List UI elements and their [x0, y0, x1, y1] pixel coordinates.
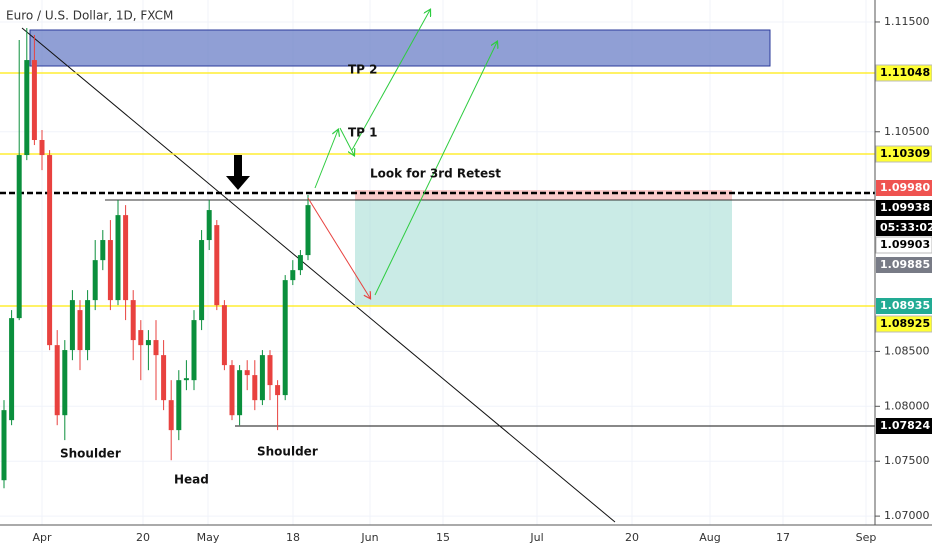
y-tick-label: 1.08000	[884, 399, 930, 412]
candle-body	[191, 320, 197, 381]
candle-body	[305, 205, 311, 256]
x-tick-label: 20	[625, 531, 639, 544]
candle-body	[16, 155, 22, 319]
price-marker	[875, 315, 932, 333]
candle-body	[161, 355, 167, 401]
x-tick-label: Jun	[360, 531, 378, 544]
price-marker-label: 1.09885	[880, 258, 930, 271]
price-marker	[876, 180, 932, 196]
x-tick-label: Sep	[856, 531, 877, 544]
countdown: 05:33:02	[880, 221, 932, 234]
green-arrow	[351, 10, 430, 151]
x-tick-label: 18	[286, 531, 300, 544]
x-tick-label: 15	[436, 531, 450, 544]
candle-body	[1, 410, 7, 481]
x-tick-label: 17	[776, 531, 790, 544]
annotation: Look for 3rd Retest	[370, 167, 501, 181]
risk-zone	[355, 190, 732, 200]
candle-body	[54, 345, 60, 416]
candle-body	[199, 240, 205, 321]
price-marker-label: 1.08925	[880, 317, 930, 330]
candle-body	[183, 378, 189, 381]
candle-body	[39, 140, 45, 156]
price-marker	[875, 145, 932, 163]
candle-body	[237, 370, 243, 416]
candle-body	[252, 375, 258, 401]
candle-body	[290, 270, 296, 281]
candle-body	[214, 225, 220, 306]
red-arrow	[307, 197, 370, 298]
candle-body	[85, 300, 91, 351]
x-tick-label: Apr	[32, 531, 52, 544]
candle-body	[297, 255, 303, 271]
candle-body	[282, 280, 288, 396]
candle-body	[100, 240, 106, 261]
price-marker-label: 1.10309	[880, 147, 930, 160]
annotation: TP 1	[348, 126, 378, 140]
reward-zone	[355, 200, 732, 306]
candle-body	[259, 355, 265, 401]
candle-body	[206, 210, 212, 241]
annotation: TP 2	[348, 63, 378, 77]
chart-title: Euro / U.S. Dollar, 1D, FXCM	[6, 9, 173, 23]
x-tick-label: Jul	[529, 531, 543, 544]
trendline	[21, 27, 616, 523]
candle-body	[77, 310, 83, 351]
candle-body	[168, 400, 174, 431]
price-marker-label: 1.11048	[880, 66, 930, 79]
green-arrow	[374, 42, 497, 296]
y-tick-label: 1.07500	[884, 454, 930, 467]
candle-body	[138, 330, 144, 346]
candle-body	[9, 318, 15, 421]
candle-body	[244, 370, 250, 376]
down-arrow	[226, 155, 250, 190]
candle-body	[24, 60, 30, 156]
price-marker	[876, 257, 932, 273]
price-axis	[875, 0, 932, 550]
candle-body	[92, 260, 98, 301]
x-tick-label: May	[197, 531, 220, 544]
y-tick-label: 1.07000	[884, 509, 930, 522]
candle-body	[267, 355, 273, 386]
target-zone	[29, 29, 771, 67]
x-tick-label: Aug	[699, 531, 720, 544]
price-marker	[876, 418, 932, 434]
candle-body	[69, 300, 75, 351]
candle-body	[31, 60, 37, 141]
candle-body	[62, 350, 68, 416]
candle-body	[229, 365, 235, 416]
candle-body	[107, 240, 113, 301]
candle-body	[130, 300, 136, 341]
green-arrow	[314, 130, 338, 189]
price-marker-label: 1.07824	[880, 419, 930, 432]
candle-body	[176, 380, 182, 431]
green-arrow	[339, 127, 354, 155]
y-tick-label: 1.11500	[884, 15, 930, 28]
price-marker	[875, 64, 932, 82]
candle-body	[275, 385, 281, 396]
annotation: Head	[174, 473, 209, 487]
candle-body	[47, 155, 53, 346]
candle-body	[221, 305, 227, 366]
candle-body	[123, 215, 129, 301]
price-marker	[875, 236, 932, 254]
price-marker-label: 1.09938	[880, 201, 930, 214]
y-tick-label: 1.10500	[884, 125, 930, 138]
price-marker-label: 1.08935	[880, 299, 930, 312]
candles	[1, 28, 311, 489]
candle-body	[115, 215, 121, 301]
price-marker	[876, 200, 932, 216]
axis-labels: 1.11500 1.10500 1.08500 1.08000 1.07500 1.070…	[32, 15, 932, 544]
price-marker-label: 1.09980	[880, 181, 930, 194]
candle-body	[145, 340, 151, 346]
y-tick-label: 1.08500	[884, 344, 930, 357]
x-tick-label: 20	[136, 531, 150, 544]
countdown-box	[876, 220, 932, 236]
price-marker	[876, 298, 932, 314]
candle-body	[153, 340, 159, 356]
price-marker-label: 1.09903	[880, 238, 930, 251]
annotation: Shoulder	[60, 447, 121, 461]
annotation: Shoulder	[257, 445, 318, 459]
